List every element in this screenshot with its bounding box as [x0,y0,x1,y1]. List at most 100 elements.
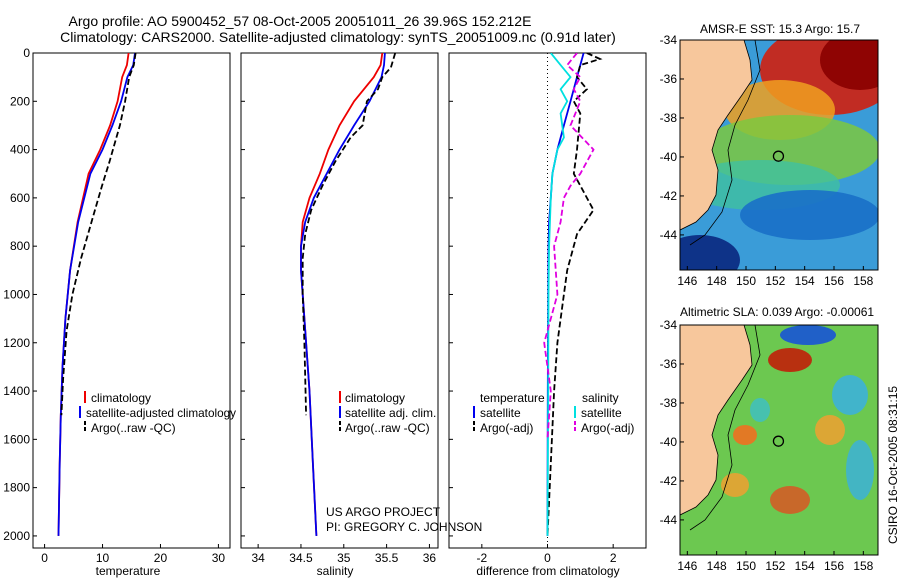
map0-image [680,40,878,270]
map0-depth-contour [689,40,761,246]
map1-axes: 146 148 150 152 154 156 158 -34 -36 -38 -40 -42 -44 [660,318,874,573]
map1-warm-patch3 [721,473,749,497]
map1-warm-patch4 [770,486,810,514]
temperature-xtick-label: 10 [96,551,110,565]
map1-warm-patch1 [815,415,845,445]
difference-xtick-label: -2 [476,551,487,565]
map1-ytick-label: -36 [660,357,678,371]
map0-xtick-label: 156 [824,274,844,288]
map1-cool-patch2 [846,440,874,500]
diff-legend-temp-argo-label: Argo(-adj) [480,421,533,435]
difference-xtick-label: 0 [544,551,551,565]
difference-series-group [543,53,603,536]
difference-xlabel: difference from climatology [476,564,619,578]
map1-frame [679,324,879,556]
map0-ytick-label: -38 [660,111,678,125]
salinity-series-argo-raw-qc- [301,53,397,416]
diff-legend-sal-sat-label: satellite [581,406,622,420]
legend-climatology-label: climatology [91,391,151,405]
salinity-xlabel: salinity [317,564,354,578]
temperature-xtick-label: 20 [154,551,168,565]
map1-land [680,325,753,516]
legend-argo-label: Argo(..raw -QC) [91,421,176,435]
depth-tick-label: 2000 [3,529,30,543]
map1-ytick-label: -40 [660,435,678,449]
map1-cool-patch1 [832,375,868,415]
depth-tick-label: 1200 [3,336,30,350]
sal-legend-argo-label: Argo(..raw -QC) [345,421,430,435]
difference-series-temperature-satellite [546,53,585,536]
depth-tick-label: 1400 [3,384,30,398]
depth-tick-label: 0 [23,46,30,60]
map0-ytick-label: -34 [660,33,678,47]
map0-land [680,40,753,231]
diff-legend-temperature-header: temperature [480,391,545,405]
depth-tick-label: 600 [10,191,30,205]
map0-axes: 146 148 150 152 154 156 158 -34 -36 -38 -40 -42 -44 [660,33,874,288]
map0-ytick-label: -40 [660,150,678,164]
salinity-xtick-label: 36 [423,551,437,565]
map1-ytick-label: -38 [660,396,678,410]
map0-ytick-label: -36 [660,72,678,86]
salinity-series-satellite-adj-clim- [300,53,386,536]
temperature-xtick-label: 0 [41,551,48,565]
depth-tick-label: 1000 [3,287,30,301]
map0-xtick-label: 152 [765,274,785,288]
map1-xtick-label: 146 [677,559,697,573]
temperature-legend: climatology satellite-adjusted climatolo… [79,391,236,435]
temperature-xlabel: temperature [96,564,161,578]
temperature-xtick-label: 30 [212,551,226,565]
difference-legend: temperature salinity satellite Argo(-adj… [473,391,634,435]
map1-cool-patch3 [750,398,770,422]
map1-depth-contour [689,325,761,531]
difference-series-temperature-argo-adj- [546,53,603,536]
map0-xtick-label: 158 [853,274,873,288]
map1-warm-patch2 [733,425,757,445]
map0-xtick-label: 150 [736,274,756,288]
depth-tick-label: 1600 [3,432,30,446]
timestamp-stamp: CSIRO 16-Oct-2005 08:31:15 [886,386,900,544]
map1-xtick-label: 152 [765,559,785,573]
map1-xtick-label: 150 [736,559,756,573]
salinity-panel: 34 34.5 35 35.5 36 [240,52,439,565]
map1-title: Altimetric SLA: 0.039 Argo: -0.00061 [680,305,874,319]
figure-title-line1: Argo profile: AO 5900452_57 08-Oct-2005 … [69,13,532,29]
difference-panel: -2 0 2 [448,52,647,565]
salinity-series-group [300,53,397,536]
figure-title-line2: Climatology: CARS2000. Satellite-adjuste… [60,29,616,45]
sal-legend-satellite-label: satellite adj. clim. [345,406,436,420]
map0-xtick-label: 146 [677,274,697,288]
depth-tick-label: 800 [10,239,30,253]
difference-series-salinity-argo-adj- [543,53,595,440]
map0-warm-core [820,40,878,90]
credit-pi: PI: GREGORY C. JOHNSON [326,520,482,534]
diff-legend-sal-argo-label: Argo(-adj) [581,421,634,435]
map1-low-anomaly [780,325,836,345]
map1-xtick-label: 148 [707,559,727,573]
map1-xtick-label: 156 [824,559,844,573]
map0-ytick-label: -44 [660,228,678,242]
temperature-series-group [57,53,137,536]
map1-ytick-label: -42 [660,474,678,488]
map1-xtick-label: 158 [853,559,873,573]
map0-xtick-label: 154 [795,274,815,288]
map1-xtick-label: 154 [795,559,815,573]
map1-ytick-label: -34 [660,318,678,332]
temperature-series-climatology [57,53,130,536]
map0-frame [679,39,879,271]
credit-project: US ARGO PROJECT [326,505,441,519]
map1-ytick-label: -44 [660,513,678,527]
salinity-xtick-label: 35 [337,551,351,565]
sal-legend-climatology-label: climatology [345,391,405,405]
difference-xtick-label: 2 [610,551,617,565]
salinity-plot-frame [240,52,439,549]
temperature-plot-frame [32,52,231,549]
salinity-xtick-label: 34.5 [289,551,313,565]
map1-image [680,325,878,555]
map0-cold-patch [680,235,740,270]
map0-xtick-label: 148 [707,274,727,288]
depth-tick-label: 200 [10,94,30,108]
map1-profile-marker [772,435,785,447]
